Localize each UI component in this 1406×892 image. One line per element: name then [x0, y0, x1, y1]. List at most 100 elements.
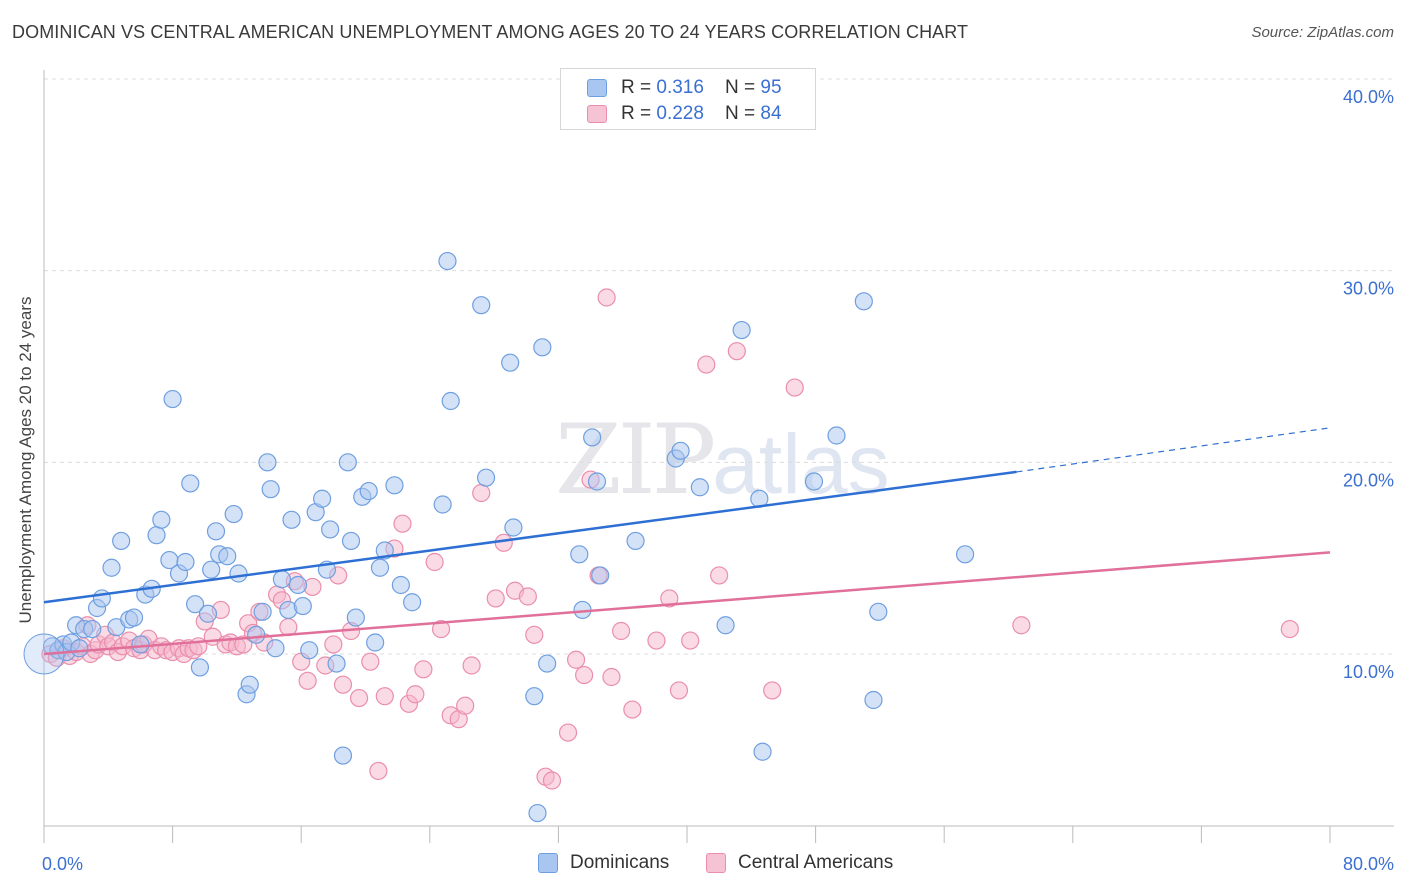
point-dominicans	[403, 593, 422, 612]
point-dominicans	[690, 478, 709, 497]
legend-swatch-blue	[538, 853, 558, 873]
point-dominicans	[181, 474, 200, 493]
point-central-americans	[611, 621, 631, 641]
point-central-americans	[462, 656, 481, 675]
r-value: 0.228	[656, 103, 704, 124]
point-dominicans	[186, 595, 205, 614]
point-central-americans	[542, 771, 562, 790]
point-central-americans	[727, 342, 746, 361]
trend-line-central-americans	[43, 551, 1331, 656]
point-central-americans	[431, 619, 451, 639]
point-dominicans	[501, 353, 520, 372]
point-dominicans	[864, 690, 883, 710]
point-dominicans	[626, 531, 645, 551]
point-dominicans	[258, 453, 277, 472]
point-dominicans	[528, 803, 547, 823]
point-dominicans	[112, 531, 131, 551]
point-central-americans	[472, 483, 491, 503]
point-dominicans	[282, 510, 301, 529]
point-dominicans	[83, 619, 102, 639]
n-value: 84	[760, 103, 782, 124]
point-central-americans	[597, 288, 616, 307]
n-label: N =	[725, 103, 761, 124]
watermark-zip: ZIP	[555, 404, 716, 516]
point-central-americans	[697, 355, 716, 374]
point-dominicans	[272, 570, 292, 589]
point-dominicans	[224, 504, 243, 524]
point-dominicans	[570, 545, 589, 564]
point-dominicans	[591, 566, 610, 585]
point-central-americans	[525, 625, 544, 644]
point-dominicans	[391, 575, 410, 595]
x-tick-label-max: 80.0%	[1343, 854, 1394, 874]
point-dominicans	[869, 602, 888, 621]
n-label: N =	[725, 77, 761, 98]
point-dominicans	[261, 480, 280, 499]
point-dominicans	[804, 472, 824, 491]
point-dominicans	[753, 742, 772, 761]
point-central-americans	[785, 378, 804, 397]
point-dominicans	[385, 476, 404, 495]
point-central-americans	[486, 589, 505, 608]
point-central-americans	[566, 650, 586, 669]
point-central-americans	[414, 660, 433, 679]
point-dominicans	[441, 391, 460, 411]
point-central-americans	[681, 631, 700, 650]
point-dominicans	[240, 675, 259, 694]
legend-swatch-blue	[587, 79, 607, 97]
point-central-americans	[660, 589, 679, 608]
point-dominicans	[266, 639, 285, 658]
point-dominicans	[163, 389, 182, 409]
r-label: R =	[621, 103, 657, 124]
point-dominicans	[359, 481, 378, 501]
point-central-americans	[425, 552, 444, 572]
point-central-americans	[623, 700, 642, 719]
point-central-americans	[647, 631, 666, 650]
point-dominicans	[338, 453, 357, 472]
r-label: R =	[621, 77, 657, 98]
point-central-americans	[369, 761, 388, 781]
point-dominicans	[716, 616, 735, 635]
y-tick-label: 10.0%	[1343, 662, 1394, 682]
point-central-americans	[602, 667, 621, 687]
point-dominicans	[955, 545, 975, 564]
point-central-americans	[494, 533, 513, 552]
point-central-americans	[393, 514, 412, 533]
point-dominicans	[854, 292, 873, 311]
n-value: 95	[760, 77, 782, 98]
trend-extension-dominicans	[1016, 427, 1331, 473]
point-central-americans	[669, 681, 689, 700]
point-central-americans	[518, 587, 537, 606]
point-dominicans	[124, 608, 144, 627]
y-axis-label: Unemployment Among Ages 20 to 24 years	[16, 296, 35, 624]
point-dominicans	[504, 518, 523, 537]
point-central-americans	[1012, 616, 1031, 635]
y-tick-label: 30.0%	[1343, 279, 1394, 299]
point-central-americans	[575, 665, 594, 685]
point-dominicans	[732, 320, 751, 340]
point-central-americans	[298, 671, 317, 690]
point-dominicans	[433, 495, 452, 514]
point-central-americans	[375, 687, 394, 706]
point-dominicans	[346, 608, 365, 627]
point-dominicans	[102, 558, 121, 577]
point-dominicans	[300, 641, 319, 660]
point-dominicans	[327, 654, 346, 673]
point-dominicans	[438, 251, 457, 271]
series-central-americans	[41, 288, 1299, 790]
correlation-legend: R = 0.316 N = 95 R = 0.228 N = 84	[560, 68, 816, 130]
point-central-americans	[558, 723, 578, 742]
chart-title: DOMINICAN VS CENTRAL AMERICAN UNEMPLOYME…	[12, 22, 969, 42]
point-dominicans	[152, 510, 171, 529]
point-dominicans	[583, 428, 602, 447]
r-value: 0.316	[656, 77, 704, 98]
series-legend: Dominicans Central Americans	[0, 852, 1406, 878]
axes	[43, 70, 1394, 843]
point-dominicans	[229, 564, 248, 583]
x-tick-label-min: 0.0%	[42, 854, 83, 874]
point-dominicans	[533, 338, 552, 357]
point-dominicans	[538, 654, 557, 673]
legend-swatch-pink	[706, 853, 726, 873]
point-dominicans	[253, 602, 272, 621]
